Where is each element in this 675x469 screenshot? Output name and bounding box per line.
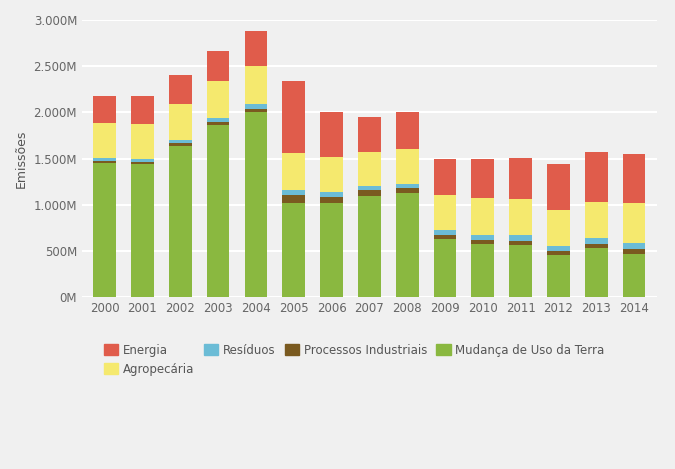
- Legend: Energia, Agropecária, Resíduos, Processos Industriais, Mudança de Uso da Terra: Energia, Agropecária, Resíduos, Processo…: [99, 339, 610, 380]
- Bar: [282, 153, 305, 190]
- Bar: [320, 192, 343, 197]
- Bar: [282, 195, 305, 203]
- Bar: [510, 199, 532, 235]
- Bar: [471, 198, 494, 234]
- Bar: [510, 235, 532, 241]
- Bar: [396, 184, 418, 188]
- Bar: [169, 146, 192, 297]
- Bar: [623, 249, 645, 254]
- Bar: [282, 190, 305, 195]
- Bar: [623, 243, 645, 249]
- Bar: [396, 149, 418, 184]
- Bar: [282, 203, 305, 297]
- Bar: [169, 143, 192, 146]
- Bar: [585, 152, 608, 202]
- Bar: [244, 31, 267, 66]
- Bar: [207, 82, 230, 119]
- Bar: [547, 246, 570, 251]
- Bar: [358, 117, 381, 152]
- Bar: [510, 158, 532, 199]
- Bar: [320, 203, 343, 297]
- Bar: [207, 119, 230, 122]
- Bar: [244, 104, 267, 109]
- Bar: [471, 244, 494, 297]
- Bar: [471, 159, 494, 198]
- Bar: [93, 158, 116, 161]
- Bar: [169, 104, 192, 140]
- Bar: [207, 125, 230, 297]
- Bar: [244, 109, 267, 113]
- Bar: [131, 123, 154, 159]
- Bar: [547, 255, 570, 297]
- Bar: [207, 51, 230, 82]
- Bar: [320, 197, 343, 203]
- Bar: [93, 161, 116, 163]
- Bar: [471, 240, 494, 244]
- Bar: [433, 234, 456, 239]
- Bar: [433, 230, 456, 234]
- Bar: [358, 152, 381, 186]
- Bar: [320, 157, 343, 192]
- Bar: [396, 188, 418, 193]
- Bar: [131, 159, 154, 162]
- Bar: [623, 154, 645, 203]
- Bar: [169, 75, 192, 104]
- Bar: [547, 210, 570, 246]
- Bar: [282, 81, 305, 153]
- Bar: [433, 159, 456, 195]
- Bar: [131, 162, 154, 164]
- Bar: [131, 96, 154, 123]
- Bar: [585, 249, 608, 297]
- Bar: [93, 123, 116, 158]
- Bar: [244, 66, 267, 104]
- Bar: [93, 163, 116, 297]
- Bar: [358, 186, 381, 190]
- Bar: [358, 196, 381, 297]
- Bar: [131, 164, 154, 297]
- Bar: [396, 193, 418, 297]
- Bar: [585, 202, 608, 238]
- Y-axis label: Emissões: Emissões: [15, 129, 28, 188]
- Bar: [244, 113, 267, 297]
- Bar: [433, 239, 456, 297]
- Bar: [433, 195, 456, 230]
- Bar: [547, 251, 570, 255]
- Bar: [623, 254, 645, 297]
- Bar: [510, 241, 532, 245]
- Bar: [510, 245, 532, 297]
- Bar: [585, 238, 608, 244]
- Bar: [547, 164, 570, 210]
- Bar: [396, 113, 418, 149]
- Bar: [358, 190, 381, 196]
- Bar: [585, 244, 608, 249]
- Bar: [169, 140, 192, 143]
- Bar: [93, 96, 116, 123]
- Bar: [471, 234, 494, 240]
- Bar: [623, 203, 645, 243]
- Bar: [207, 122, 230, 125]
- Bar: [320, 112, 343, 157]
